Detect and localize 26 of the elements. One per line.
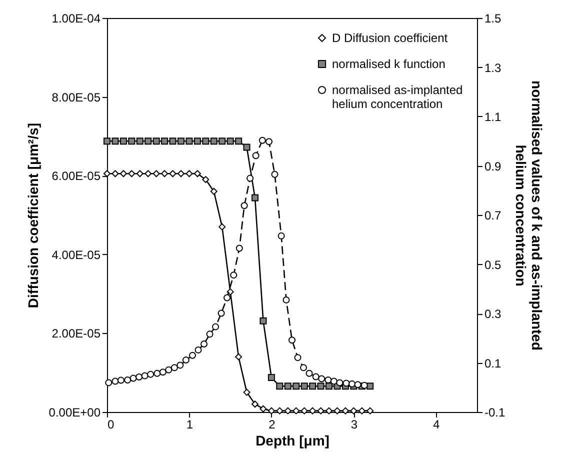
y-tick-label: 4.00E-05 — [52, 248, 101, 262]
y2-tick-label: 0.5 — [484, 258, 502, 272]
x-tick-label: 0 — [108, 418, 114, 432]
y-tick-label: 6.00E-05 — [52, 169, 101, 184]
y2-tick-label: 1.5 — [484, 12, 502, 26]
x-axis-title: Depth [μm] — [256, 432, 330, 448]
y2-tick-label: 0.1 — [484, 356, 502, 370]
y2-tick-label: 0.9 — [484, 159, 502, 174]
y-tick-label: 1.00E-04 — [52, 12, 101, 26]
y-tick-label: 8.00E-05 — [52, 90, 101, 104]
y-tick-label: 2.00E-05 — [52, 326, 101, 341]
y2-tick-label: 0.7 — [484, 208, 502, 222]
y2-tick-label: -0.1 — [484, 406, 506, 420]
y2-tick-label: 0.3 — [484, 307, 502, 321]
y2-axis-title: normalised values of k and as-implanted helium concentration — [513, 80, 546, 350]
legend-label: normalised k function — [332, 57, 446, 71]
y-tick-label: 0.00E+00 — [48, 406, 101, 420]
legend-label: D Diffusion coefficient — [332, 31, 448, 45]
x-tick-label: 3 — [350, 418, 358, 432]
legend-label: normalised as-implanted helium concentration — [332, 83, 463, 111]
y-axis-title: Diffusion coefficient [μm²/s] — [24, 122, 41, 308]
x-tick-label: 1 — [186, 418, 194, 432]
x-tick-label: 2 — [268, 418, 276, 432]
y2-tick-label: 1.3 — [484, 60, 502, 75]
x-tick-label: 4 — [433, 418, 440, 432]
y2-tick-label: 1.1 — [484, 110, 502, 124]
